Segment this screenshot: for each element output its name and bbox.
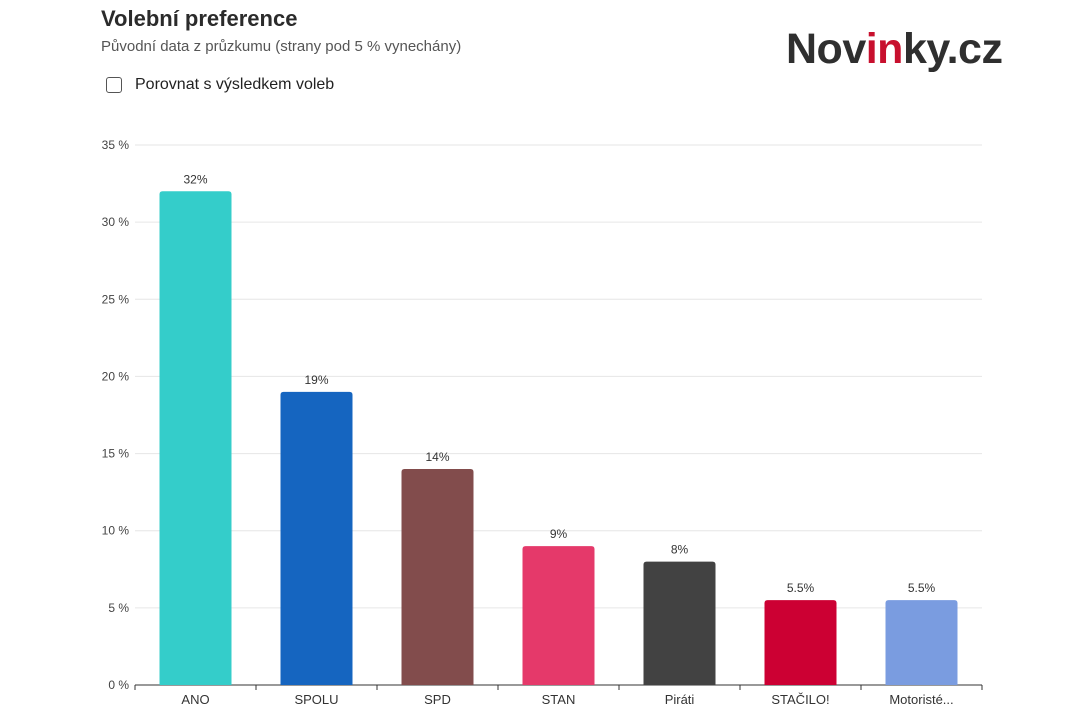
- compare-toggle[interactable]: Porovnat s výsledkem voleb: [106, 76, 334, 94]
- data-label: 5.5%: [908, 581, 936, 595]
- data-label: 19%: [304, 373, 328, 387]
- x-tick-label: STAN: [542, 692, 576, 707]
- y-tick-label: 15 %: [102, 447, 130, 461]
- y-tick-label: 35 %: [102, 138, 130, 152]
- logo-text-start: Nov: [786, 25, 866, 73]
- bar: [522, 546, 595, 685]
- data-label: 5.5%: [787, 581, 815, 595]
- bar: [885, 600, 958, 685]
- compare-label: Porovnat s výsledkem voleb: [135, 76, 335, 93]
- y-tick-label: 25 %: [102, 292, 130, 306]
- x-tick-label: SPOLU: [294, 692, 338, 707]
- bar: [643, 561, 716, 685]
- novinky-logo[interactable]: Novinky.cz: [786, 25, 1003, 73]
- x-tick-label: ANO: [181, 692, 209, 707]
- logo-text-end: ky.cz: [902, 25, 1003, 73]
- x-tick-label: STAČILO!: [771, 692, 829, 707]
- data-label: 8%: [671, 543, 689, 557]
- data-label: 14%: [425, 450, 449, 464]
- y-tick-label: 5 %: [108, 601, 129, 615]
- bar: [764, 600, 837, 685]
- x-tick-label: SPD: [424, 692, 451, 707]
- y-tick-label: 30 %: [102, 215, 130, 229]
- x-tick-label: Piráti: [665, 692, 695, 707]
- bar: [401, 469, 474, 685]
- data-label: 9%: [550, 527, 568, 541]
- y-tick-label: 0 %: [108, 678, 129, 692]
- y-tick-label: 10 %: [102, 524, 130, 538]
- y-tick-label: 20 %: [102, 369, 130, 383]
- compare-checkbox[interactable]: [106, 77, 122, 93]
- bar: [280, 391, 353, 685]
- logo-text-accent: in: [865, 25, 904, 73]
- data-label: 32%: [183, 172, 207, 186]
- x-tick-label: Motoristé...: [889, 692, 953, 707]
- chart-subtitle: Původní data z průzkumu (strany pod 5 % …: [101, 38, 462, 55]
- chart-title: Volební preference: [101, 6, 298, 31]
- bar: [159, 191, 232, 686]
